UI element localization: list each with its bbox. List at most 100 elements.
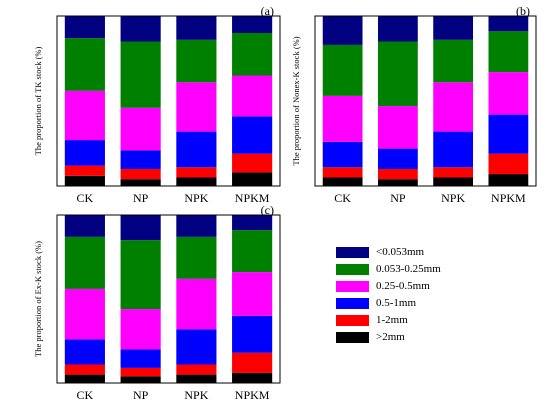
x-tick-label: NPK [441,191,465,205]
bar-segment [176,167,217,178]
x-tick-label: NPKM [235,388,270,400]
legend-swatch [336,264,369,275]
legend-label: <0.053mm [376,246,425,258]
x-tick-label: NP [133,191,149,205]
bar-segment [176,364,217,375]
bar-segment [120,376,161,383]
bar-segment [64,165,105,176]
bar-segment [377,169,418,180]
bar-segment [433,131,474,168]
bar-segment [176,215,217,237]
bar-segment [322,95,363,142]
bar-segment [232,215,273,231]
legend-swatch [336,281,369,292]
bar-segment [64,140,105,166]
bar-segment [377,179,418,186]
x-tick-label: NPKM [235,191,270,205]
bar-segment [120,309,161,350]
x-tick-label: CK [77,191,94,205]
bar-segment [64,288,105,340]
bar-segment [120,41,161,108]
bar-segment [232,352,273,373]
y-axis-label: The proportion of Nonex-K stock (%) [291,36,301,165]
x-tick-label: CK [77,388,94,400]
legend-item: <0.053mm [332,244,532,261]
legend-label: 0.053-0.25mm [376,263,441,275]
plot-frame [56,15,281,187]
bar-segment [64,215,105,237]
bar-segment [377,16,418,42]
x-tick-label: NPK [184,191,208,205]
chart-panel: CK NP NPK NPKM (a) The proportion of TK stock… [33,4,281,205]
bar-segment [64,175,105,186]
y-axis-label: The proportion of TK stock (%) [33,47,43,156]
plot-frame [314,15,537,187]
bar-segment [176,329,217,365]
x-tick-label: NP [390,191,406,205]
bar-segment [232,315,273,353]
chart-panel: CK NP NPK NPKM (c) The proportion of Ex-K sto… [33,203,281,400]
chart-panel: CK NP NPK NPKM (b) The proportion of Nonex-K … [291,4,537,205]
bar-segment [322,16,363,45]
bar-segment [488,153,529,175]
bar-segment [488,114,529,154]
bar-segment [322,177,363,186]
bar-segment [176,278,217,330]
legend-label: 0.25-0.5mm [376,280,430,292]
bar-segment [322,44,363,96]
bar-segment [488,72,529,115]
bar-segment [120,179,161,186]
bar-segment [64,339,105,365]
bar-segment [232,153,273,173]
bar-segment [64,374,105,383]
bar-segment [176,39,217,83]
bar-segment [232,116,273,154]
legend-item: 0.5-1mm [332,295,532,312]
legend-label: 0.5-1mm [376,297,417,309]
x-tick-label: CK [334,191,351,205]
y-axis-label: The proportion of Ex-K stock (%) [33,241,43,357]
bar-segment [433,177,474,186]
legend-label: >2mm [376,331,405,343]
bar-segment [433,16,474,40]
x-tick-label: NP [133,388,149,400]
bar-segment [64,364,105,375]
bar-segment [64,38,105,91]
bar-segment [322,167,363,178]
bar-segment [322,141,363,168]
bar-segment [377,148,418,169]
x-tick-label: NPKM [491,191,526,205]
bar-segment [120,150,161,169]
legend-item: 1-2mm [332,312,532,329]
plot-frame [56,214,281,384]
bar-segment [488,16,529,32]
bar-segment [64,90,105,141]
panel-label: (a) [261,4,274,18]
bar-segment [232,230,273,273]
legend-swatch [336,332,369,343]
bar-segment [232,75,273,117]
bar-segment [433,39,474,83]
legend-item: 0.25-0.5mm [332,278,532,295]
bar-segment [120,215,161,241]
bar-segment [176,82,217,132]
legend-label: 1-2mm [376,314,408,326]
x-tick-label: NPK [184,388,208,400]
bar-segment [232,172,273,186]
legend-swatch [336,315,369,326]
bar-segment [176,374,217,383]
bar-segment [176,177,217,186]
legend-swatch [336,298,369,309]
bar-segment [64,16,105,39]
bar-segment [433,82,474,132]
bar-segment [232,33,273,76]
bar-segment [232,16,273,33]
bar-segment [377,106,418,149]
bar-segment [488,31,529,73]
legend-swatch [336,247,369,258]
panel-label: (c) [261,203,274,217]
bar-segment [488,174,529,186]
legend-item: >2mm [332,329,532,346]
legend: <0.053mm 0.053-0.25mm 0.25-0.5mm 0.5-1mm… [332,244,532,346]
